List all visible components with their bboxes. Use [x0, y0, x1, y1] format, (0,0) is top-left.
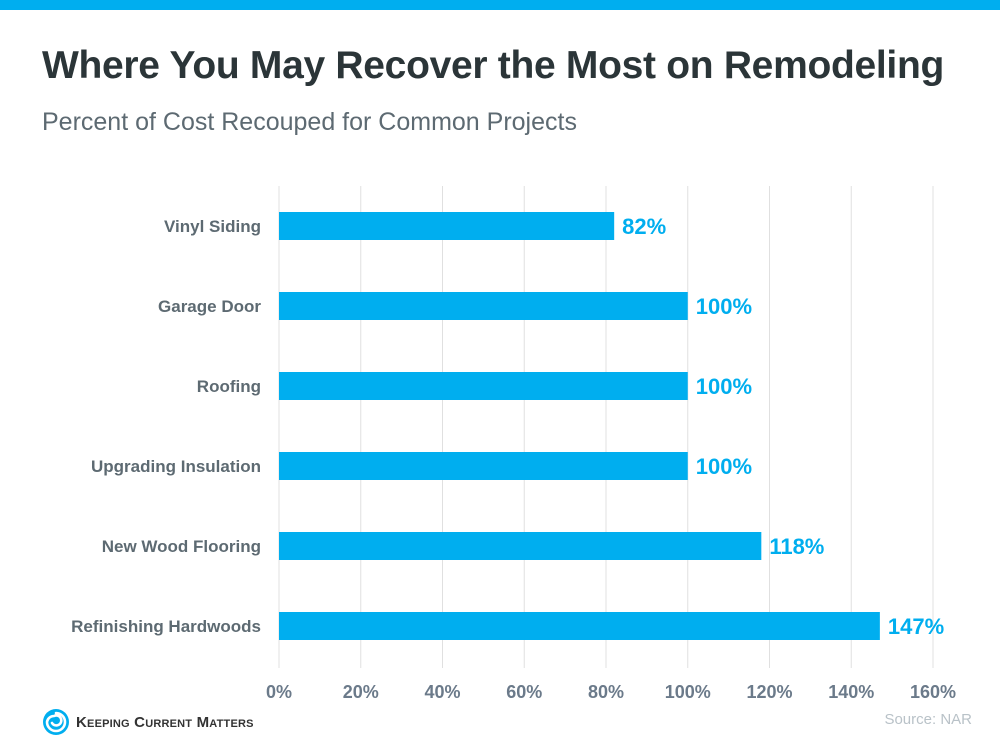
bar — [279, 372, 688, 400]
swirl-logo-icon — [43, 709, 69, 735]
source-note: Source: NAR — [884, 711, 972, 728]
data-label: 100% — [696, 374, 752, 399]
data-label: 147% — [888, 614, 944, 639]
data-label: 100% — [696, 294, 752, 319]
x-tick-label: 140% — [828, 682, 874, 702]
bar — [279, 532, 762, 560]
x-tick-label: 20% — [343, 682, 379, 702]
category-label: New Wood Flooring — [102, 537, 261, 556]
category-label: Garage Door — [158, 297, 261, 316]
x-tick-label: 100% — [665, 682, 711, 702]
x-tick-label: 60% — [506, 682, 542, 702]
x-tick-label: 120% — [746, 682, 792, 702]
brand-name: Keeping Current Matters — [76, 713, 254, 731]
category-label: Refinishing Hardwoods — [71, 617, 261, 636]
brand-logo: Keeping Current Matters — [42, 708, 254, 736]
data-label: 82% — [622, 214, 666, 239]
chart-title: Where You May Recover the Most on Remode… — [42, 44, 945, 87]
x-tick-label: 160% — [910, 682, 956, 702]
x-tick-label: 40% — [424, 682, 460, 702]
bar — [279, 212, 615, 240]
bar — [279, 612, 880, 640]
bar — [279, 292, 688, 320]
category-label: Roofing — [197, 377, 261, 396]
category-label: Upgrading Insulation — [91, 457, 261, 476]
data-label: 100% — [696, 454, 752, 479]
top-accent-bar — [0, 0, 1000, 10]
x-tick-label: 0% — [266, 682, 292, 702]
x-tick-label: 80% — [588, 682, 624, 702]
category-label: Vinyl Siding — [164, 217, 261, 236]
chart-subtitle: Percent of Cost Recouped for Common Proj… — [42, 108, 577, 136]
bar — [279, 452, 688, 480]
data-label: 118% — [769, 534, 824, 559]
